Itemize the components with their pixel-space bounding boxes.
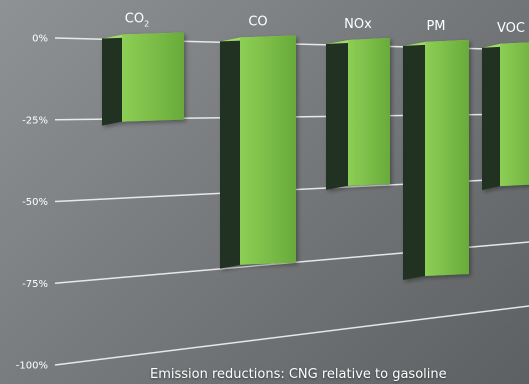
bar-group-4 — [482, 42, 529, 191]
category-label-0-base: CO — [125, 11, 144, 26]
chart-caption: Emission reductions: CNG relative to gas… — [150, 367, 447, 382]
bar-side-1 — [220, 37, 240, 269]
gridline-4 — [54, 305, 529, 366]
category-label-2: NOx — [344, 17, 372, 32]
category-label-3: PM — [426, 19, 445, 34]
bar-1 — [240, 35, 296, 265]
bar-side-0 — [102, 34, 122, 126]
bar-side-2 — [326, 39, 348, 190]
bar-group-2 — [326, 37, 390, 190]
bar-3 — [425, 39, 469, 276]
bar-side-3 — [403, 41, 425, 280]
y-tick-label-0: 0% — [32, 34, 48, 45]
y-tick-label-1: -25% — [22, 115, 48, 126]
bar-side-4 — [482, 43, 500, 191]
bar-group-3 — [403, 39, 469, 280]
category-label-1: CO — [248, 14, 267, 29]
bar-2 — [348, 37, 390, 186]
category-label-0: CO2 — [125, 11, 149, 28]
category-label-4: VOC — [497, 21, 525, 36]
y-tick-label-4: -100% — [16, 361, 48, 372]
y-tick-label-2: -50% — [22, 197, 48, 208]
bar-0 — [122, 32, 184, 122]
bar-group-1 — [220, 35, 296, 269]
y-tick-label-3: -75% — [22, 279, 48, 290]
bar-group-0 — [102, 32, 184, 126]
bar-4 — [500, 42, 529, 187]
category-label-0-sub: 2 — [144, 19, 149, 28]
